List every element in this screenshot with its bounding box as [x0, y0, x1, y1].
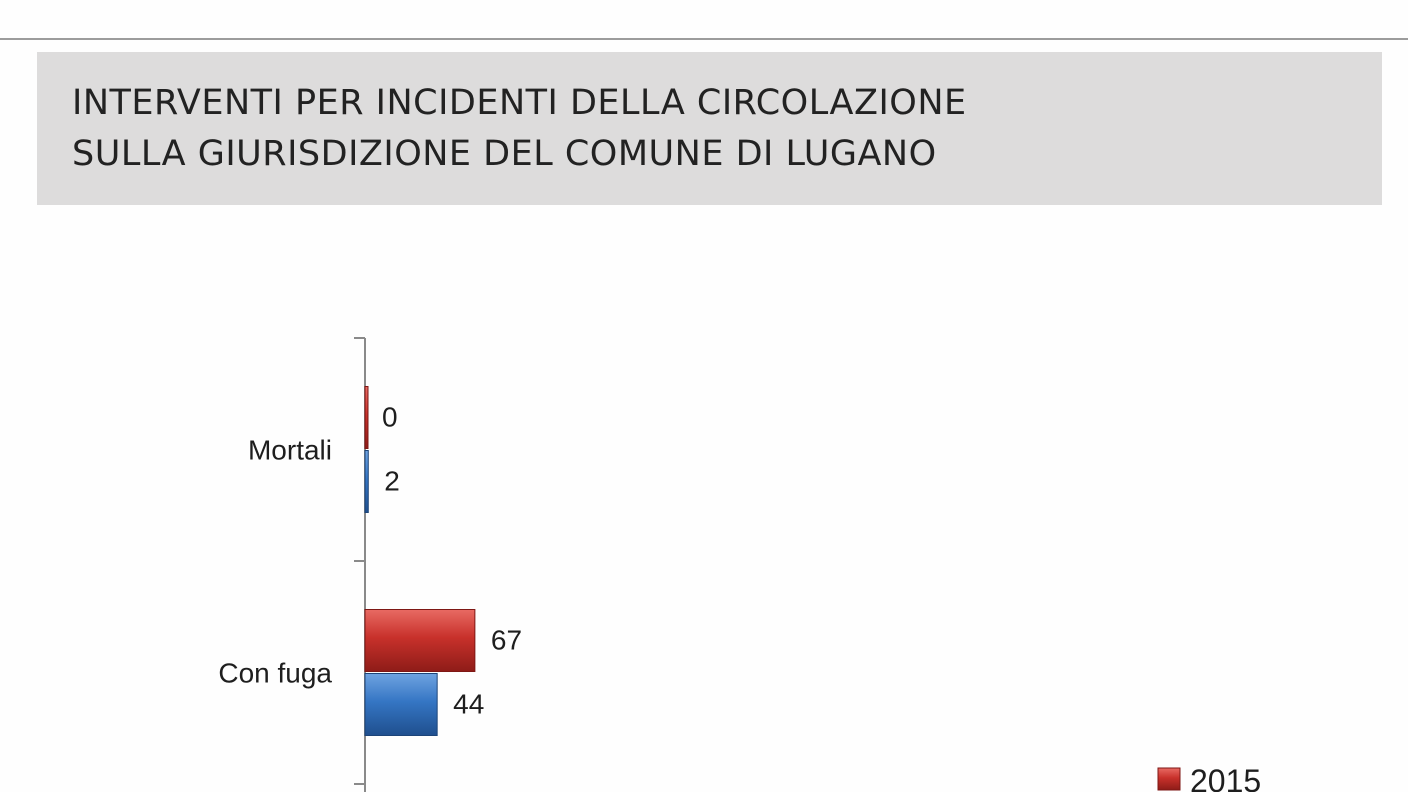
data-label: 2: [384, 466, 400, 497]
legend-swatch: [1157, 767, 1181, 791]
bar-2015-con-fuga: [364, 609, 476, 672]
category-label: Mortali: [248, 435, 332, 466]
data-label: 0: [382, 402, 398, 433]
bar-series-2-mortali: [364, 450, 369, 513]
category-label: Con fuga: [218, 658, 332, 689]
top-divider: [0, 38, 1408, 40]
title-banner: INTERVENTI PER INCIDENTI DELLA CIRCOLAZI…: [37, 52, 1382, 205]
data-label: 44: [453, 689, 484, 720]
data-label: 67: [491, 625, 522, 656]
legend-label: 2015: [1190, 763, 1261, 792]
bar-series-2-con-fuga: [364, 673, 438, 736]
bar-2015-mortali: [364, 386, 369, 449]
chart-title-line-1: INTERVENTI PER INCIDENTI DELLA CIRCOLAZI…: [72, 83, 967, 123]
chart-title-line-2: SULLA GIURISDIZIONE DEL COMUNE DI LUGANO: [72, 134, 937, 174]
